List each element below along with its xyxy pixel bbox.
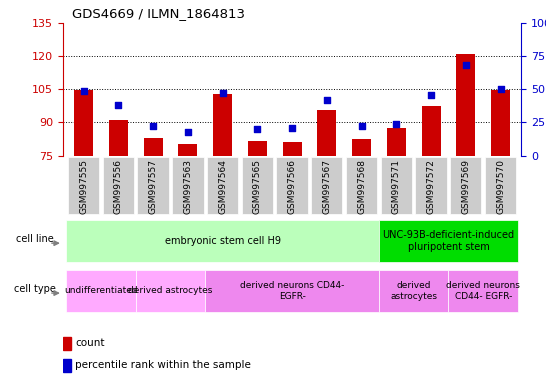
Bar: [109, 120, 128, 156]
FancyBboxPatch shape: [379, 270, 448, 312]
Bar: [213, 94, 232, 156]
Point: [114, 102, 123, 108]
FancyBboxPatch shape: [207, 157, 238, 214]
Bar: [456, 54, 476, 156]
Bar: [317, 110, 336, 156]
Text: GSM997570: GSM997570: [496, 159, 505, 214]
Point: [496, 86, 505, 93]
FancyBboxPatch shape: [66, 220, 379, 262]
Text: GSM997557: GSM997557: [149, 159, 158, 214]
FancyBboxPatch shape: [172, 157, 204, 214]
Point: [392, 121, 401, 127]
Text: embryonic stem cell H9: embryonic stem cell H9: [165, 236, 281, 246]
Text: GSM997568: GSM997568: [357, 159, 366, 214]
Text: GSM997565: GSM997565: [253, 159, 262, 214]
Text: percentile rank within the sample: percentile rank within the sample: [75, 360, 251, 370]
Text: GDS4669 / ILMN_1864813: GDS4669 / ILMN_1864813: [72, 7, 245, 20]
Text: GSM997566: GSM997566: [288, 159, 296, 214]
FancyBboxPatch shape: [242, 157, 273, 214]
Point: [183, 129, 192, 135]
FancyBboxPatch shape: [379, 220, 518, 262]
Bar: [387, 128, 406, 156]
FancyBboxPatch shape: [448, 270, 518, 312]
Point: [357, 123, 366, 129]
Bar: [491, 90, 510, 156]
Point: [461, 62, 470, 68]
Text: GSM997569: GSM997569: [461, 159, 470, 214]
Bar: [179, 144, 198, 156]
FancyBboxPatch shape: [68, 157, 99, 214]
Text: derived astrocytes: derived astrocytes: [128, 286, 213, 295]
FancyBboxPatch shape: [205, 270, 379, 312]
FancyBboxPatch shape: [103, 157, 134, 214]
Text: derived neurons CD44-
EGFR-: derived neurons CD44- EGFR-: [240, 281, 345, 301]
Bar: [352, 139, 371, 156]
Bar: [283, 142, 301, 156]
Text: cell type: cell type: [14, 284, 56, 294]
FancyBboxPatch shape: [138, 157, 169, 214]
FancyBboxPatch shape: [450, 157, 482, 214]
FancyBboxPatch shape: [346, 157, 377, 214]
FancyBboxPatch shape: [416, 157, 447, 214]
Text: cell line: cell line: [16, 234, 54, 244]
Text: derived neurons
CD44- EGFR-: derived neurons CD44- EGFR-: [446, 281, 520, 301]
Point: [288, 125, 296, 131]
Bar: [74, 90, 93, 156]
FancyBboxPatch shape: [136, 270, 205, 312]
Text: UNC-93B-deficient-induced
pluripotent stem: UNC-93B-deficient-induced pluripotent st…: [382, 230, 514, 252]
FancyBboxPatch shape: [311, 157, 342, 214]
Point: [218, 90, 227, 96]
FancyBboxPatch shape: [276, 157, 308, 214]
Point: [427, 91, 436, 98]
Text: undifferentiated: undifferentiated: [64, 286, 138, 295]
Point: [253, 126, 262, 132]
FancyBboxPatch shape: [485, 157, 516, 214]
Text: GSM997555: GSM997555: [79, 159, 88, 214]
Text: GSM997567: GSM997567: [322, 159, 331, 214]
Text: derived
astrocytes: derived astrocytes: [390, 281, 437, 301]
Bar: [422, 106, 441, 156]
Point: [323, 97, 331, 103]
FancyBboxPatch shape: [381, 157, 412, 214]
Text: GSM997563: GSM997563: [183, 159, 192, 214]
Point: [79, 88, 88, 94]
Bar: [248, 141, 267, 156]
Bar: [63, 337, 71, 349]
Text: GSM997571: GSM997571: [392, 159, 401, 214]
Bar: [144, 138, 163, 156]
FancyBboxPatch shape: [66, 270, 136, 312]
Text: GSM997556: GSM997556: [114, 159, 123, 214]
Bar: [63, 359, 71, 372]
Point: [149, 123, 157, 129]
Text: count: count: [75, 338, 105, 348]
Text: GSM997572: GSM997572: [426, 159, 436, 214]
Text: GSM997564: GSM997564: [218, 159, 227, 214]
